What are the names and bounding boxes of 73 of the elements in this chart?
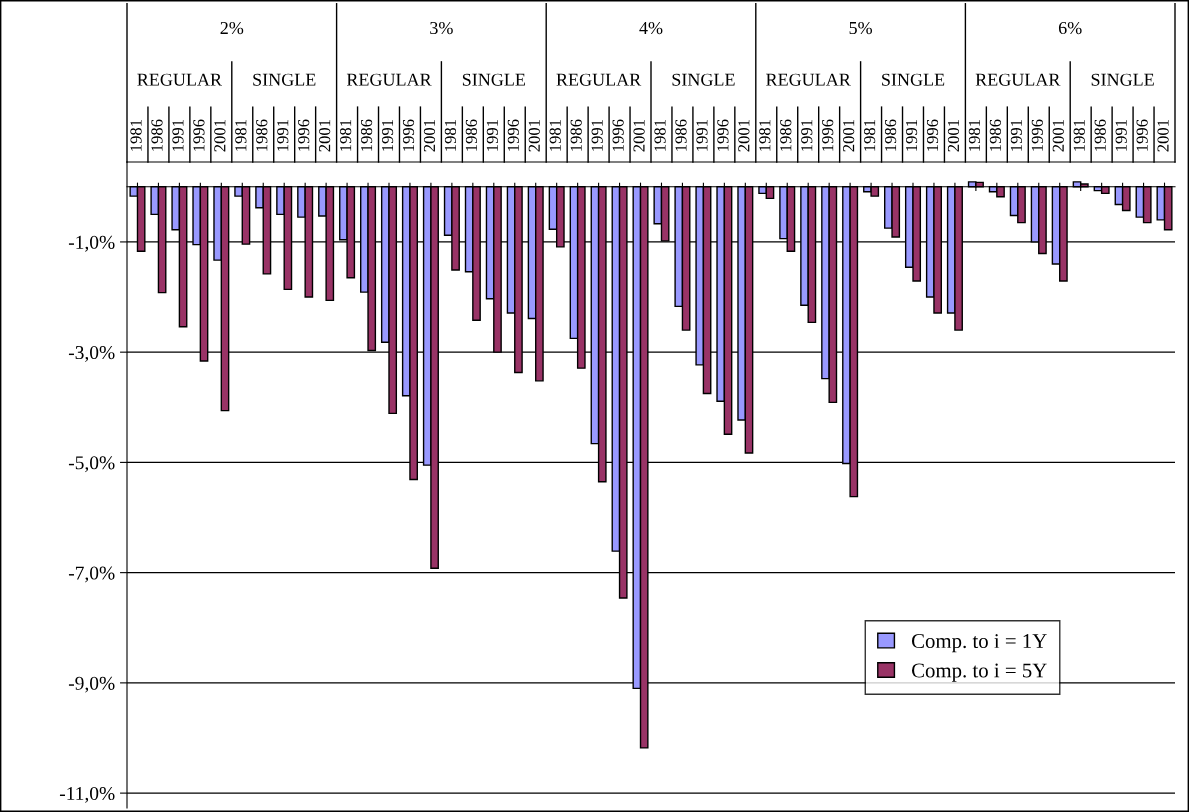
x-tick-label: 2001 [319,119,331,152]
text: 6% [1058,21,1082,35]
text: REGULAR [975,73,1061,86]
x-tick-label: 1986 [884,119,897,151]
text: SINGLE [462,73,525,86]
x-tick-label: 1996 [717,119,729,151]
text: REGULAR [766,73,851,86]
x-tick-label: 1991 [277,119,289,151]
y-tick-label: -7,0% [68,566,115,583]
x-tick-label: 1991 [486,119,498,151]
y-tick-label: -5,0% [68,456,115,473]
x-tick-label: 1991 [801,119,813,151]
x-tick-label: 1986 [989,119,1002,151]
text: REGULAR [137,73,222,86]
x-tick-label: 1996 [1031,119,1043,151]
x-tick-label: 1981 [759,119,771,151]
x-tick-label: 1981 [444,119,457,151]
x-tick-label: 1996 [1136,119,1148,151]
x-tick-label: 1981 [1073,119,1085,151]
x-tick-label: 1986 [151,119,163,151]
x-tick-label: 2001 [528,119,540,152]
text: SINGLE [1091,73,1154,86]
x-tick-label: 1986 [360,119,373,151]
x-tick-label: 1991 [172,119,184,151]
x-tick-label: 1991 [1115,119,1127,151]
x-tick-label: 1981 [968,119,981,151]
x-tick-label: 1996 [298,119,310,151]
x-tick-label: 1991 [905,119,918,151]
x-tick-label: 1981 [549,119,561,151]
y-tick-label: -11,0% [59,786,115,803]
x-tick-label: 2001 [843,119,855,152]
x-tick-label: 1981 [130,119,142,151]
text: REGULAR [346,73,432,86]
y-tick-label: -3,0% [68,345,115,362]
legend-label: Comp. to i = 5Y [911,663,1047,682]
text: 4% [639,21,663,35]
text: 5% [849,21,873,35]
y-tick-label: -9,0% [68,676,115,693]
x-tick-label: 1991 [696,119,708,151]
y-tick-label: -1,0% [68,235,115,252]
x-tick-label: 2001 [1157,119,1169,152]
x-tick-label: 1991 [1010,119,1022,151]
x-tick-label: 1986 [465,119,478,151]
x-tick-label: 2001 [738,119,750,152]
x-tick-label: 1996 [822,119,834,151]
x-tick-label: 2001 [423,119,436,152]
x-tick-label: 1996 [193,119,205,151]
text: SINGLE [672,73,735,86]
x-tick-label: 1986 [780,119,792,151]
x-tick-label: 1996 [402,119,415,151]
x-tick-label: 2001 [633,119,645,152]
x-tick-label: 1986 [675,119,687,151]
legend-label: Comp. to i = 1Y [911,634,1047,653]
text: SINGLE [882,73,945,86]
text: SINGLE [253,73,316,86]
x-tick-label: 1986 [1094,119,1106,151]
x-tick-label: 1981 [654,119,666,151]
text: 3% [430,21,453,35]
x-tick-label: 1986 [570,119,582,151]
x-tick-label: 1986 [256,119,268,151]
text: REGULAR [556,73,642,86]
x-tick-label: 1991 [381,119,394,151]
x-tick-label: 1996 [612,119,624,151]
x-tick-label: 1981 [340,119,352,151]
x-tick-label: 2001 [214,119,226,152]
x-tick-label: 2001 [947,119,960,152]
x-tick-label: 1981 [864,119,876,151]
text: 2% [220,21,244,35]
x-tick-label: 1991 [591,119,603,151]
x-tick-label: 2001 [1052,119,1064,152]
x-tick-label: 1996 [926,119,939,151]
x-tick-label: 1981 [235,119,247,151]
x-tick-label: 1996 [507,119,519,151]
